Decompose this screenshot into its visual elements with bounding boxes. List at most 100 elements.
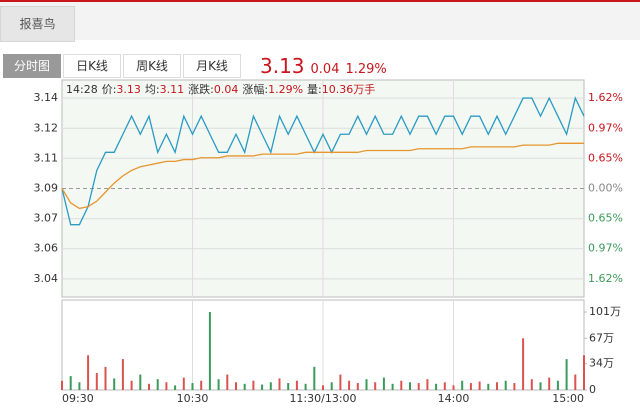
price-line — [61, 96, 585, 226]
volume-bar — [191, 383, 194, 390]
top-bar: 报喜鸟 — [0, 0, 640, 42]
volume-bar — [61, 380, 63, 390]
info-value: 0.04 — [214, 83, 239, 96]
info-label: 涨跌: — [188, 82, 214, 96]
volume-tick-label: 67万 — [589, 331, 614, 344]
y2-tick-label: 0.65% — [588, 212, 623, 225]
quote: 3.13 0.04 1.29% — [260, 54, 393, 78]
volume-bar — [530, 379, 533, 390]
volume-bar — [182, 377, 185, 390]
stock-tab[interactable]: 报喜鸟 — [0, 6, 75, 42]
volume-tick-label: 34万 — [589, 357, 614, 370]
quote-change: 0.04 — [310, 62, 340, 77]
volume-bar — [287, 383, 290, 390]
volume-bar — [400, 380, 403, 390]
volume-bar — [278, 378, 281, 390]
y-tick-label: 3.14 — [34, 91, 59, 104]
x-tick-label: 10:30 — [177, 392, 209, 405]
volume-bar — [574, 374, 577, 390]
volume-bar — [461, 380, 464, 390]
volume-tick-label: 0 — [589, 383, 596, 396]
volume-bar — [513, 383, 516, 390]
y2-tick-label: 0.00% — [588, 182, 623, 195]
tab[interactable]: 周K线 — [123, 54, 181, 78]
volume-bar — [504, 380, 507, 390]
volume-bar — [556, 380, 559, 390]
y2-tick-label: 0.97% — [588, 242, 623, 255]
average-line — [61, 142, 584, 210]
info-line: 14:28 价:3.13 均:3.11 涨跌:0.04 涨幅:1.29% 量:10.36万… — [66, 82, 375, 96]
volume-bar — [382, 377, 385, 390]
y-tick-label: 3.07 — [34, 212, 59, 225]
info-time: 14:28 — [66, 83, 98, 96]
volume-bar — [496, 382, 498, 390]
volume-bar — [104, 366, 107, 390]
volume-bar — [69, 376, 72, 390]
info-label: 量: — [307, 83, 322, 96]
x-tick-label: 14:00 — [438, 392, 470, 405]
volume-bar — [174, 385, 177, 390]
tab[interactable]: 分时图 — [3, 54, 61, 78]
x-tick-label: 09:30 — [62, 392, 94, 405]
volume-bar — [417, 383, 420, 390]
volume-bar — [565, 359, 568, 390]
volume-bar — [452, 385, 455, 390]
tab[interactable]: 月K线 — [183, 54, 241, 78]
info-label: 价: — [102, 83, 117, 96]
volume-bar — [304, 383, 307, 390]
volume-bar — [374, 382, 377, 390]
volume-bar — [165, 382, 168, 390]
y-tick-label: 3.12 — [34, 121, 59, 134]
volume-bar — [235, 382, 237, 390]
y2-tick-label: 1.62% — [588, 91, 623, 104]
tab[interactable]: 日K线 — [63, 54, 121, 78]
volume-bar — [478, 381, 481, 390]
volume-bar — [348, 380, 351, 390]
volume-bar — [365, 379, 368, 390]
y2-tick-label: 0.65% — [588, 151, 623, 164]
volume-bar — [208, 312, 211, 390]
volume-bar — [261, 384, 264, 390]
y-tick-label: 3.09 — [34, 182, 59, 195]
y2-tick-label: 0.97% — [588, 121, 623, 134]
volume-bar — [156, 379, 159, 390]
info-value: 3.13 — [116, 83, 141, 96]
volume-bar — [487, 383, 490, 390]
volume-bar — [522, 338, 525, 390]
y-tick-label: 3.04 — [34, 272, 59, 285]
info-value: 10.36万手 — [322, 82, 376, 96]
volume-bar — [95, 373, 98, 390]
volume-bar — [330, 382, 333, 390]
volume-bar — [313, 366, 316, 390]
y-tick-label: 3.06 — [34, 242, 59, 255]
volume-bar — [339, 374, 342, 390]
volume-bar — [130, 380, 133, 390]
volume-bar — [113, 378, 116, 390]
y2-tick-label: 1.62% — [588, 272, 623, 285]
volume-bar — [295, 380, 298, 390]
volume-bar — [322, 385, 324, 390]
volume-bar — [356, 383, 359, 390]
info-value: 3.11 — [160, 83, 185, 96]
volume-bar — [435, 383, 438, 390]
volume-bar — [409, 382, 411, 390]
volume-bar — [121, 359, 124, 390]
volume-bar — [539, 382, 542, 390]
info-label: 涨幅: — [242, 83, 268, 96]
volume-bar — [269, 382, 272, 390]
volume-tick-label: 101万 — [589, 305, 621, 318]
volume-bar — [243, 383, 246, 390]
volume-bar — [78, 382, 81, 390]
volume-bar — [548, 377, 551, 390]
volume-bar — [217, 379, 220, 390]
volume-bar — [139, 374, 142, 390]
volume-bar — [443, 382, 446, 390]
volume-bar — [200, 380, 203, 390]
quote-price: 3.13 — [260, 54, 305, 78]
volume-bar — [252, 380, 255, 390]
volume-bar — [226, 374, 229, 390]
quote-pct: 1.29% — [345, 62, 387, 77]
x-tick-label: 11:30/13:00 — [289, 392, 356, 405]
